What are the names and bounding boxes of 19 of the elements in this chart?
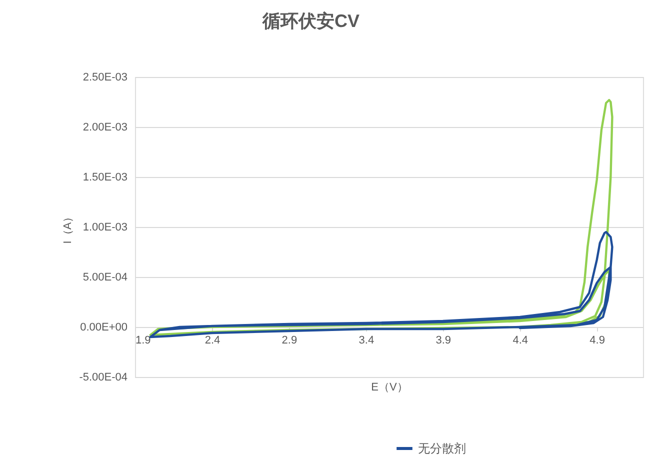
y-tick-label: 1.50E-03 (82, 172, 128, 184)
x-tick-label: 3.4 (358, 334, 374, 346)
line-series (149, 98, 614, 336)
x-tick-label: 3.9 (436, 334, 452, 346)
y-tick-label: 1.00E-03 (82, 222, 128, 234)
y-tick-label: 0.00E+00 (80, 322, 128, 334)
x-tick-label: 2.4 (204, 334, 220, 346)
x-axis-title: E（V） (371, 382, 408, 394)
y-tick-label: -5.00E-04 (79, 372, 128, 384)
y-tick-label: 2.50E-03 (82, 72, 128, 84)
x-tick-label: 1.9 (136, 334, 151, 346)
legend-label: 无分散剂 (418, 442, 466, 456)
y-axis-title: I（A） (62, 211, 74, 244)
y-tick-label: 5.00E-04 (82, 272, 128, 284)
x-tick-label: 4.4 (512, 334, 528, 346)
x-tick-label: 4.9 (590, 334, 605, 346)
chart-title: 循环伏安CV (261, 11, 360, 31)
y-tick-label: 2.00E-03 (82, 122, 128, 134)
x-tick-label: 2.9 (282, 334, 298, 346)
